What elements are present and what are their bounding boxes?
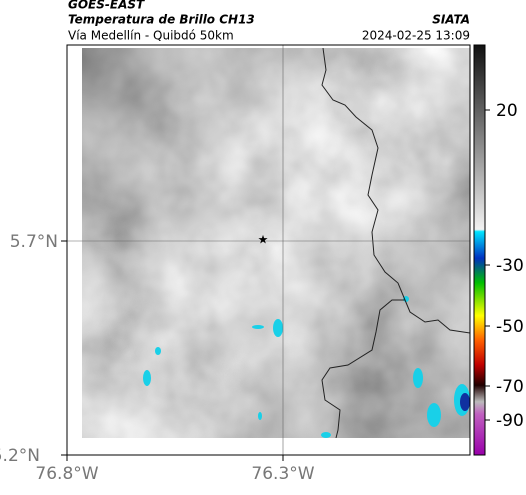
lon-label: 76.8°W (35, 464, 98, 484)
lat-label: 5.7°N (10, 232, 58, 252)
colorbar: 20 -30 -50 -70 -90 (473, 44, 524, 456)
datetime: 2024-02-25 13:09 (362, 29, 470, 43)
colorbar-scale (473, 44, 486, 456)
source: SIATA (432, 13, 470, 27)
satellite-image (82, 48, 470, 438)
colorbar-label: 20 (496, 101, 518, 121)
location-star: ★ (258, 233, 269, 247)
product: Temperatura de Brillo CH13 (68, 13, 255, 27)
colorbar-label: -70 (496, 377, 524, 397)
lat-label: 5.2°N (0, 446, 40, 466)
map-frame (66, 44, 471, 456)
route: Vía Medellín - Quibdó 50km (68, 29, 234, 43)
satellite: GOES-EAST (68, 0, 145, 12)
lon-label: 76.3°W (251, 464, 314, 484)
colorbar-label: -90 (496, 411, 524, 431)
colorbar-label: -30 (496, 256, 524, 276)
colorbar-label: -50 (496, 317, 524, 337)
axes: 5.7°N 5.2°N 76.8°W 76.3°W (0, 232, 315, 484)
